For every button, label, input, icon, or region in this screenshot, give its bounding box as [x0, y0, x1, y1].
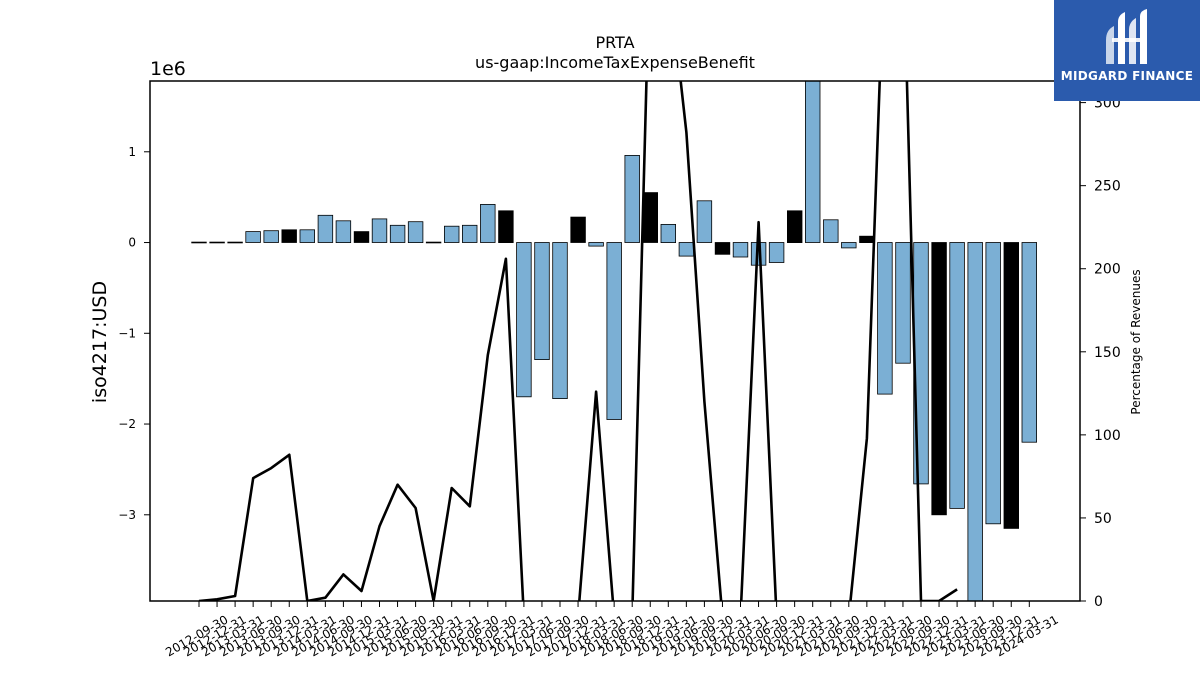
bar-2013-09-30 [263, 230, 279, 243]
y-tick-label: −1 [118, 326, 136, 340]
y-tick-label: −3 [118, 508, 136, 522]
bar-2015-12-31 [425, 241, 442, 244]
bar-2014-03-31 [299, 229, 316, 243]
bar-2014-09-30 [335, 220, 352, 244]
bars-layer [191, 81, 1038, 601]
bar-2016-03-31 [443, 225, 460, 243]
percentage-of-revenues-line [198, 81, 958, 601]
line-layer [198, 81, 958, 601]
logo-text: MIDGARD FINANCE [1060, 69, 1194, 83]
bar-2023-03-31 [949, 242, 965, 509]
bar-2017-09-30 [552, 242, 568, 400]
chart-title: PRTA [595, 33, 634, 52]
y2-tick-label: 200 [1094, 262, 1121, 278]
y-tick-label: 1 [128, 145, 136, 159]
bar-2014-12-31 [353, 231, 370, 243]
y2-tick-label: 150 [1094, 345, 1121, 361]
midgard-finance-logo: MIDGARD FINANCE [1054, 0, 1200, 101]
bar-2016-12-31 [498, 210, 514, 244]
bar-2018-09-30 [624, 154, 640, 243]
bar-2014-06-30 [317, 214, 334, 243]
bar-2021-09-30 [841, 242, 857, 249]
bar-2012-12-31 [209, 241, 225, 244]
bar-2017-06-30 [534, 242, 550, 360]
bar-2023-09-30 [985, 242, 1001, 525]
bar-2023-12-31 [1003, 242, 1020, 529]
y-multiplier-label: 1e6 [150, 58, 186, 80]
y2-tick-label: 100 [1094, 428, 1121, 444]
bar-2018-12-31 [642, 192, 659, 243]
bar-2022-06-30 [895, 242, 911, 364]
bar-2019-09-30 [696, 200, 713, 243]
bar-2017-12-31 [570, 216, 586, 243]
bar-2024-03-31 [1021, 242, 1038, 443]
bar-2018-03-31 [588, 242, 604, 247]
bar-2019-03-31 [660, 223, 677, 243]
logo-mark-icon [1106, 9, 1147, 64]
chart-subtitle: us-gaap:IncomeTaxExpenseBenefit [475, 53, 755, 72]
bar-2023-06-30 [967, 242, 983, 601]
bar-2020-03-31 [732, 242, 749, 258]
bar-2020-12-31 [787, 210, 803, 244]
bar-2013-06-30 [245, 231, 261, 243]
bar-2022-03-31 [877, 242, 893, 395]
axes-layer: 10−1−2−30501001502002503002012-09-302012… [118, 96, 1120, 660]
y2-axis-label: Percentage of Revenues [1129, 269, 1143, 414]
bar-2020-09-30 [768, 242, 785, 263]
bar-2018-06-30 [606, 242, 622, 420]
bar-2021-12-31 [859, 235, 875, 243]
bar-2021-06-30 [823, 219, 839, 243]
plot-frame [149, 80, 1081, 602]
bar-2015-09-30 [407, 221, 424, 243]
y2-tick-label: 250 [1094, 179, 1121, 195]
bar-2019-06-30 [678, 242, 695, 257]
bar-2022-12-31 [931, 242, 947, 516]
bar-2016-06-30 [461, 224, 478, 243]
bar-2012-09-30 [191, 241, 207, 244]
bar-2015-06-30 [389, 224, 406, 243]
bar-2021-03-31 [805, 81, 821, 243]
y-tick-label: 0 [128, 236, 136, 250]
y-axis-label: iso4217:USD [89, 281, 111, 403]
bar-2013-03-31 [227, 241, 243, 244]
y-tick-label: −2 [118, 417, 136, 431]
bar-2019-12-31 [714, 242, 731, 255]
y2-tick-label: 0 [1094, 594, 1103, 610]
bar-2015-03-31 [371, 218, 388, 243]
bar-2017-03-31 [516, 242, 532, 398]
y2-tick-label: 50 [1094, 511, 1112, 527]
bar-2016-09-30 [480, 203, 496, 243]
bar-2013-12-31 [281, 229, 297, 243]
